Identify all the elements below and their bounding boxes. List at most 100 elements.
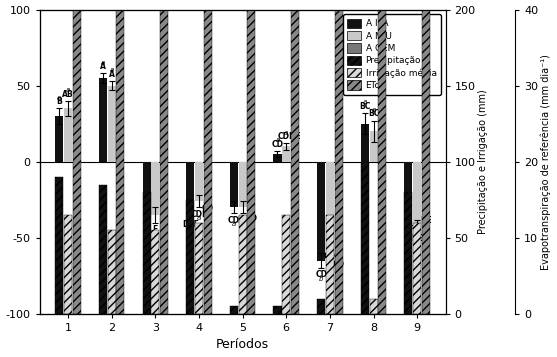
Text: a: a [249, 220, 253, 226]
Text: a: a [144, 250, 149, 256]
Bar [378, 131, 387, 162]
Text: CDE: CDE [190, 210, 208, 218]
Legend: A IPA, A MIU, A OEM, Precipitação, Irrigação média, ETo: A IPA, A MIU, A OEM, Precipitação, Irrig… [343, 14, 441, 95]
Bar [291, 146, 299, 162]
Bar [72, 0, 81, 314]
Text: b: b [415, 239, 419, 245]
Text: F: F [153, 225, 158, 234]
Bar [195, 222, 203, 314]
Text: a: a [372, 107, 375, 113]
Text: a: a [197, 215, 201, 221]
Text: F: F [144, 245, 149, 253]
Text: A: A [109, 70, 115, 79]
Text: CD: CD [315, 271, 327, 280]
Bar [282, 146, 290, 162]
Bar [230, 162, 238, 207]
Text: CD: CD [245, 214, 257, 223]
Bar [361, 162, 369, 314]
Text: F: F [162, 232, 167, 241]
Bar [317, 162, 325, 261]
Text: b: b [328, 257, 332, 263]
Text: a: a [363, 99, 367, 105]
Bar [186, 200, 194, 314]
Bar [238, 162, 247, 207]
Bar [273, 306, 281, 314]
Bar [422, 162, 430, 207]
Text: B: B [56, 97, 62, 106]
Text: a: a [110, 67, 114, 74]
Y-axis label: Evapotranspiração de referência (mm dia⁻¹): Evapotranspiração de referência (mm dia⁻… [541, 54, 551, 270]
Text: AB: AB [62, 90, 74, 99]
Bar [369, 299, 378, 314]
Text: a: a [101, 60, 105, 66]
Bar [335, 0, 343, 314]
Text: CD: CD [324, 252, 336, 261]
Text: CDE: CDE [277, 132, 295, 141]
Bar [55, 177, 63, 314]
Text: a: a [57, 95, 61, 101]
Bar [99, 78, 107, 162]
Bar [143, 192, 150, 314]
Bar [55, 116, 63, 162]
Bar [369, 131, 378, 162]
Text: DE: DE [420, 216, 432, 225]
Text: a: a [206, 209, 210, 215]
Text: ab: ab [291, 130, 299, 136]
Bar [413, 222, 421, 314]
Bar [99, 185, 107, 314]
Bar [413, 162, 421, 226]
Bar [143, 162, 150, 230]
Bar [273, 154, 281, 162]
Text: a: a [75, 104, 79, 110]
Bar [64, 109, 72, 162]
Text: CD: CD [333, 260, 345, 269]
Text: a: a [284, 130, 289, 136]
Bar [204, 0, 212, 314]
Text: F: F [407, 230, 411, 236]
Bar [335, 162, 343, 253]
Text: a: a [162, 238, 166, 244]
Text: BC: BC [359, 102, 370, 111]
Bar [247, 162, 255, 207]
Text: BC: BC [237, 216, 248, 225]
Text: DE: DE [412, 234, 423, 243]
Text: A: A [100, 62, 106, 71]
Bar [422, 0, 430, 314]
Bar [64, 215, 72, 314]
Text: DEE: DEE [182, 220, 199, 229]
Text: a: a [188, 226, 192, 232]
Text: a: a [153, 230, 158, 236]
Text: b: b [336, 265, 341, 271]
Bar [160, 162, 168, 222]
Bar [404, 192, 413, 314]
Bar [116, 0, 124, 314]
Text: a: a [66, 87, 70, 93]
Bar [152, 162, 159, 215]
Bar [361, 124, 369, 162]
Text: a: a [232, 221, 236, 227]
Text: DE: DE [289, 132, 301, 141]
Bar [247, 0, 255, 314]
Text: CD: CD [228, 216, 240, 225]
Bar [204, 162, 212, 195]
Bar [326, 162, 334, 245]
Text: ab: ab [422, 221, 431, 227]
Text: a: a [275, 137, 280, 144]
Text: EF: EF [403, 225, 414, 234]
Bar [317, 299, 325, 314]
Text: b: b [319, 276, 324, 282]
X-axis label: Períodos: Períodos [216, 338, 269, 351]
Bar [72, 124, 81, 162]
Bar [238, 215, 247, 314]
Text: a: a [380, 109, 384, 115]
Bar [230, 306, 238, 314]
Text: a: a [241, 221, 245, 227]
Bar [116, 86, 124, 162]
Bar [282, 215, 290, 314]
Text: BC: BC [368, 109, 379, 118]
Bar [291, 0, 299, 314]
Bar [326, 215, 334, 314]
Bar [378, 0, 387, 314]
Bar [108, 230, 116, 314]
Bar [152, 230, 159, 314]
